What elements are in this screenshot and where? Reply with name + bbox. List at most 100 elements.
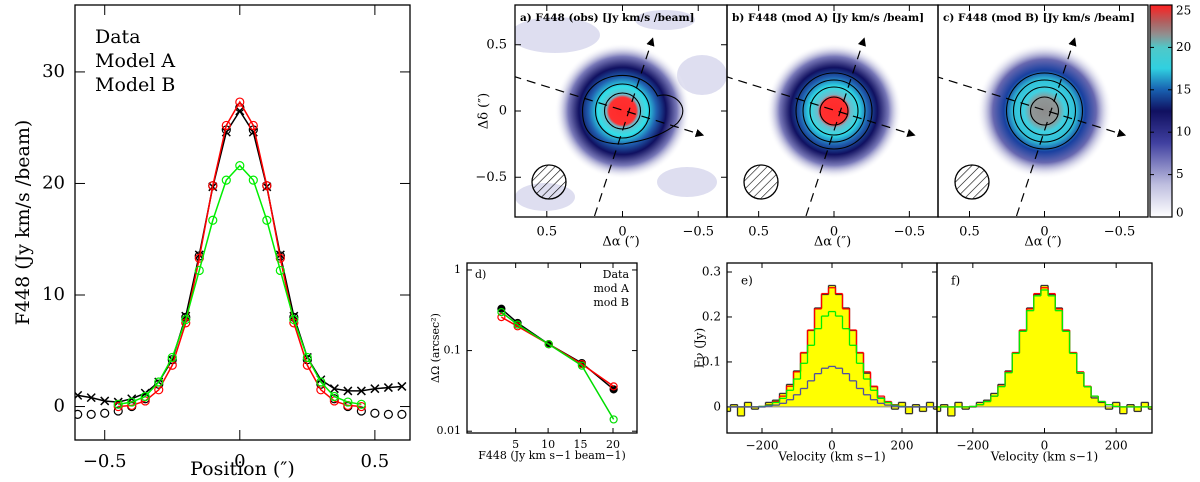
noise-blob xyxy=(635,10,695,30)
axis-arrow xyxy=(727,76,916,138)
x-tick-label: 200 xyxy=(891,439,914,453)
data-point xyxy=(154,377,164,387)
data-point xyxy=(262,215,272,225)
spectrum-fill xyxy=(1048,294,1056,407)
x-tick-label: 0 xyxy=(1041,439,1049,453)
x-tick-label: −0.5 xyxy=(894,225,926,240)
data-point xyxy=(609,415,618,424)
legend-entry: Data xyxy=(603,268,630,281)
spectrum-fill xyxy=(1098,402,1106,407)
contour xyxy=(1019,86,1070,136)
x-axis-label: Velocity (km s−1) xyxy=(777,450,885,464)
axes-frame xyxy=(74,4,411,441)
spectrum-fill xyxy=(947,406,956,416)
plot-area xyxy=(937,284,1152,417)
spectrum-fill xyxy=(1062,330,1071,407)
colorbar-tick-label: 10 xyxy=(1176,125,1191,139)
spectrum-fill xyxy=(1083,386,1092,407)
y-tick-label: 10 xyxy=(42,284,65,305)
x-tick-label: −0.5 xyxy=(682,225,714,240)
x-tick-label: 0 xyxy=(618,225,626,240)
spectrum-fill xyxy=(779,393,787,407)
data-point xyxy=(289,314,299,325)
y-tick-label: 0 xyxy=(499,104,507,119)
data-point xyxy=(113,399,123,409)
axes-frame xyxy=(466,262,638,434)
axis-arrow xyxy=(938,76,1127,138)
colorbar xyxy=(1149,4,1173,218)
legend-entry: mod B xyxy=(593,296,629,309)
data-point xyxy=(235,97,245,107)
beam xyxy=(531,164,567,200)
spectrum-fill xyxy=(1012,352,1020,407)
x-axis-label: Velocity (km s−1) xyxy=(990,450,1098,464)
x-tick-label: 0 xyxy=(830,225,838,240)
spectrum-fill xyxy=(919,406,927,412)
colorbar-tick-label: 25 xyxy=(1176,4,1191,18)
contour xyxy=(581,74,684,145)
x-tick-label: 10 xyxy=(541,438,555,451)
spectrum-fill xyxy=(751,406,759,410)
spectrum-fill xyxy=(730,404,738,407)
contour xyxy=(795,72,873,150)
spectrum-fill xyxy=(937,406,942,412)
data-point xyxy=(383,409,393,419)
series-line xyxy=(118,164,362,406)
panel-title: c) F448 (mod B) [Jy km/s /beam] xyxy=(943,12,1135,24)
spectrum-fill xyxy=(1069,352,1078,407)
data-point xyxy=(113,406,123,416)
panel-label: d) xyxy=(475,268,486,281)
panel-label: f) xyxy=(951,274,960,288)
spectrum-fill xyxy=(1134,406,1142,412)
axis-arrow xyxy=(805,37,866,217)
y-tick-label: 0.01 xyxy=(437,424,462,437)
x-tick-label: 0.5 xyxy=(748,225,769,240)
spectrum-fill xyxy=(877,397,885,407)
spectrum-fill xyxy=(983,400,992,407)
y-tick-label: 0 xyxy=(713,399,721,413)
spectrum-fill xyxy=(814,307,822,407)
data-point xyxy=(356,386,366,396)
x-tick-label: −0.5 xyxy=(1104,225,1136,240)
panel-title: b) F448 (mod A) [Jy km/s /beam] xyxy=(732,12,924,24)
x-axis-label: F448 (Jy km s−1 beam−1) xyxy=(478,449,626,462)
axes-frame xyxy=(936,262,1153,434)
spectrum-fill xyxy=(863,373,871,407)
axis-arrow xyxy=(593,37,655,217)
x-tick-label: 0 xyxy=(828,439,836,453)
emission-map xyxy=(976,43,1113,179)
x-tick-label: −200 xyxy=(956,439,989,453)
data-point xyxy=(329,384,339,394)
y-tick-label: 1 xyxy=(454,263,461,276)
spectrum-fill xyxy=(1141,402,1149,407)
spectrum-fill xyxy=(737,406,745,416)
x-axis-label: Δα (″) xyxy=(602,235,639,250)
spectrum-fill xyxy=(807,330,815,407)
spectrum-fill xyxy=(1055,307,1063,407)
series-line xyxy=(77,109,402,403)
data-point xyxy=(181,314,191,325)
spectrum-fill xyxy=(990,393,999,407)
legend-entry: Data xyxy=(95,26,141,48)
spectrum-fill xyxy=(1126,404,1135,407)
plot-area xyxy=(727,284,937,417)
data-point xyxy=(370,408,380,418)
colorbar-tick-label: 20 xyxy=(1176,40,1191,54)
spectrum-fill xyxy=(793,370,801,407)
data-point xyxy=(221,120,231,131)
spectrum-fill xyxy=(940,404,949,407)
spectrum-fill xyxy=(727,406,731,412)
data-point xyxy=(262,181,272,191)
data-point xyxy=(248,175,258,185)
spectrum-fill xyxy=(1005,370,1013,407)
data-point xyxy=(383,383,393,393)
legend-entry: Model A xyxy=(95,50,175,72)
plot-area xyxy=(497,304,618,424)
noise-blob xyxy=(677,55,727,95)
data-point xyxy=(167,352,177,363)
data-point xyxy=(497,308,506,317)
contour xyxy=(1005,72,1084,150)
spectrum-fill xyxy=(828,285,836,407)
data-point xyxy=(343,397,353,407)
colorbar-tick-label: 0 xyxy=(1176,206,1184,220)
